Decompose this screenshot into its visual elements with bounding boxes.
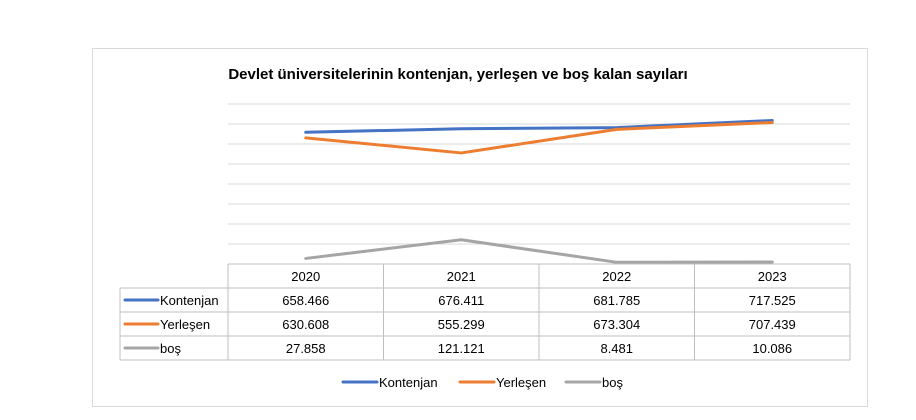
table-header-cell: 2023 <box>758 269 787 284</box>
legend-label: boş <box>602 375 623 390</box>
series-line-1 <box>304 121 774 155</box>
table-value-cell: 27.858 <box>286 341 326 356</box>
table-row-label: Kontenjan <box>160 293 219 308</box>
legend-label: Yerleşen <box>496 375 546 390</box>
legend-label: Kontenjan <box>379 375 438 390</box>
chart-frame <box>92 48 868 407</box>
table-row-label: Yerleşen <box>160 317 210 332</box>
table-value-cell: 555.299 <box>438 317 485 332</box>
table-value-cell: 8.481 <box>600 341 633 356</box>
chart-title: Devlet üniversitelerinin kontenjan, yerl… <box>228 66 688 83</box>
table-value-cell: 707.439 <box>749 317 796 332</box>
table-value-cell: 676.411 <box>438 293 484 308</box>
table-header-cell: 2020 <box>291 269 320 284</box>
series-line-2 <box>304 238 774 264</box>
table-value-cell: 681.785 <box>593 293 640 308</box>
table-value-cell: 121.121 <box>438 341 485 356</box>
table-value-cell: 658.466 <box>282 293 329 308</box>
table-header-cell: 2022 <box>602 269 631 284</box>
table-value-cell: 630.608 <box>282 317 329 332</box>
table-value-cell: 10.086 <box>752 341 792 356</box>
table-value-cell: 717.525 <box>749 293 796 308</box>
series-line-0 <box>304 118 774 134</box>
table-row-label: boş <box>160 341 181 356</box>
table-header-cell: 2021 <box>447 269 476 284</box>
table-value-cell: 673.304 <box>593 317 640 332</box>
